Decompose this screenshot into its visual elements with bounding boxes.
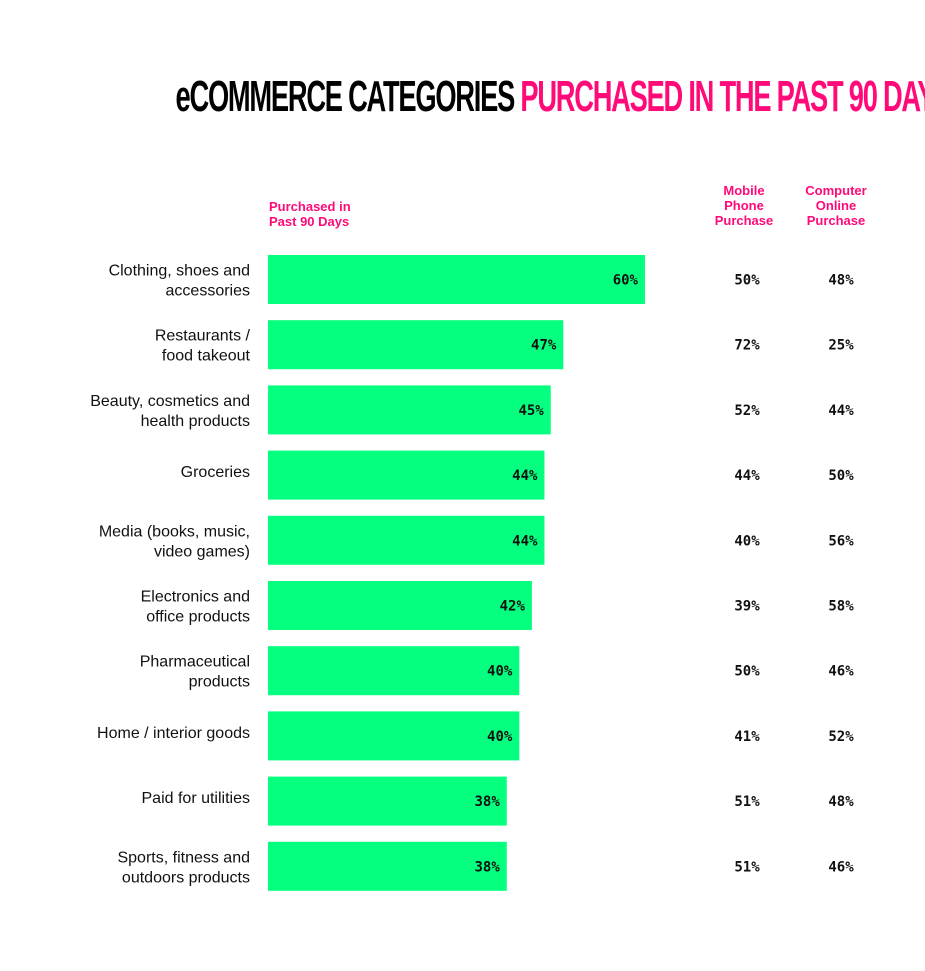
chart-title-part2: PURCHASED IN THE PAST 90 DAYS <box>520 72 925 121</box>
bar-value-label: 47% <box>531 338 557 354</box>
mobile-column-header-line: Purchase <box>714 213 774 228</box>
bar-value-label: 44% <box>512 533 538 549</box>
bar-column-header-line: Past 90 Days <box>269 214 350 229</box>
computer-purchase-value: 44% <box>828 403 854 419</box>
mobile-column-header: Mobile Phone Purchase <box>704 183 784 228</box>
bar-value-label: 40% <box>487 664 513 680</box>
category-label: Pharmaceutical <box>140 654 250 671</box>
bar <box>268 711 520 761</box>
mobile-purchase-value: 41% <box>734 729 760 745</box>
bar-value-label: 38% <box>474 859 500 875</box>
bar-value-label: 60% <box>613 273 639 289</box>
bar-value-label: 44% <box>512 468 538 484</box>
computer-purchase-value: 25% <box>828 338 854 354</box>
mobile-purchase-value: 39% <box>734 599 760 615</box>
mobile-column-header-line: Phone <box>724 198 764 213</box>
computer-purchase-value: 48% <box>828 273 854 289</box>
bar <box>268 581 532 630</box>
category-label: products <box>189 674 250 691</box>
mobile-column-header-line: Mobile <box>723 183 765 198</box>
bar <box>268 385 551 435</box>
bar-value-label: 42% <box>500 599 526 615</box>
computer-column-header-line: Computer <box>805 183 867 198</box>
computer-purchase-value: 52% <box>828 729 854 745</box>
category-label: accessories <box>166 283 250 300</box>
bar <box>268 841 507 891</box>
computer-purchase-value: 56% <box>828 533 854 549</box>
category-label: video games) <box>154 543 250 560</box>
mobile-purchase-value: 40% <box>734 533 760 549</box>
mobile-purchase-value: 52% <box>734 403 760 419</box>
bar <box>268 320 564 370</box>
bar <box>268 646 520 696</box>
category-label: Electronics and <box>141 589 250 606</box>
computer-column-header-line: Online <box>815 198 857 213</box>
bar-column-header-line: Purchased in <box>269 199 351 214</box>
category-label: Clothing, shoes and <box>109 263 250 280</box>
bar <box>268 515 545 565</box>
mobile-purchase-value: 72% <box>734 338 760 354</box>
computer-purchase-value: 46% <box>828 664 854 680</box>
category-label: Restaurants / <box>155 328 251 345</box>
category-label: Home / interior goods <box>97 725 250 742</box>
mobile-purchase-value: 51% <box>734 859 760 875</box>
bar-value-label: 45% <box>518 403 544 419</box>
bar <box>268 776 507 826</box>
category-label: office products <box>146 609 250 626</box>
bar <box>268 255 645 304</box>
bar <box>268 450 545 500</box>
computer-purchase-value: 50% <box>828 468 854 484</box>
bar-value-label: 40% <box>487 729 513 745</box>
computer-purchase-value: 48% <box>828 794 854 810</box>
category-label: health products <box>141 413 250 430</box>
mobile-purchase-value: 44% <box>734 468 760 484</box>
computer-purchase-value: 46% <box>828 859 854 875</box>
mobile-purchase-value: 51% <box>734 794 760 810</box>
category-label: Sports, fitness and <box>117 849 250 866</box>
bar-column-header: Purchased in Past 90 Days <box>269 199 351 229</box>
bar-value-label: 38% <box>474 794 500 810</box>
category-label: Beauty, cosmetics and <box>90 393 250 410</box>
category-label: outdoors products <box>122 869 250 886</box>
computer-column-header: Computer Online Purchase <box>795 183 877 228</box>
category-label: Groceries <box>181 464 250 481</box>
category-label: food takeout <box>162 348 251 365</box>
computer-column-header-line: Purchase <box>806 213 866 228</box>
category-label: Paid for utilities <box>142 790 251 807</box>
category-label: Media (books, music, <box>99 523 250 540</box>
computer-purchase-value: 58% <box>828 599 854 615</box>
chart-title: eCOMMERCE CATEGORIES PURCHASED IN THE PA… <box>175 72 925 122</box>
mobile-purchase-value: 50% <box>734 273 760 289</box>
chart-title-part1: eCOMMERCE CATEGORIES <box>175 72 516 121</box>
mobile-purchase-value: 50% <box>734 664 760 680</box>
